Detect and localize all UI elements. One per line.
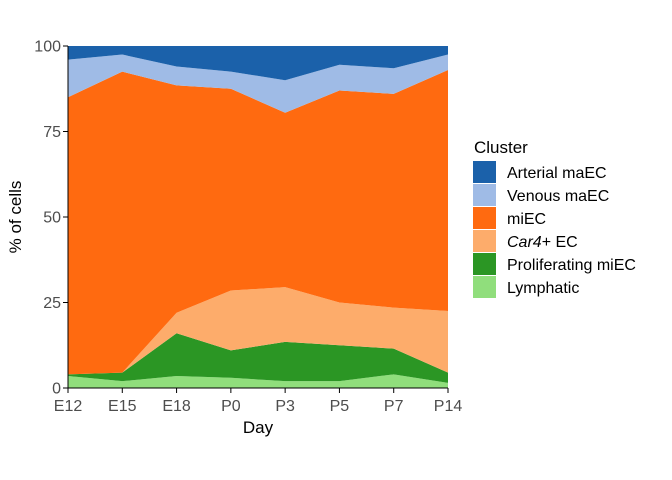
axes: 0 25 50 75 100 E12 E15 E18 P0 P3 P5 P7 P14 Day % of… — [6, 39, 462, 438]
y-tick-label: 0 — [52, 381, 61, 398]
legend-label: miEC — [507, 211, 546, 228]
legend-key — [473, 276, 496, 298]
x-tick-label: P7 — [384, 398, 404, 415]
area-car4-ec — [68, 287, 448, 375]
legend-key — [473, 184, 496, 206]
y-tick-label: 25 — [43, 295, 61, 312]
x-tick-label: E15 — [108, 398, 137, 415]
y-axis-title: % of cells — [6, 181, 25, 254]
y-tick-label: 50 — [43, 210, 61, 227]
x-tick-label: E18 — [162, 398, 191, 415]
legend-label: Venous maEC — [507, 188, 609, 205]
x-tick-label: P5 — [330, 398, 350, 415]
x-tick-label: P3 — [275, 398, 295, 415]
y-axis-ticks: 0 25 50 75 100 — [34, 39, 68, 398]
area-layers — [68, 46, 448, 388]
x-tick-label: E12 — [54, 398, 83, 415]
x-axis-title: Day — [243, 418, 274, 437]
legend-label: Car4+ EC — [507, 234, 578, 251]
legend-title: Cluster — [474, 138, 528, 157]
y-tick-label: 75 — [43, 124, 61, 141]
legend-key — [473, 253, 496, 275]
legend-key — [473, 230, 496, 252]
area-lymphatic — [68, 374, 448, 388]
legend-label: Lymphatic — [507, 280, 579, 297]
legend-label: Proliferating miEC — [507, 257, 636, 274]
legend-key — [473, 161, 496, 183]
legend-key — [473, 207, 496, 229]
x-axis-ticks: E12 E15 E18 P0 P3 P5 P7 P14 — [54, 388, 463, 415]
legend: Cluster Arterial maEC Venous maEC miEC Car4… — [473, 138, 636, 298]
area-miec — [68, 69, 448, 375]
area-arterial-maec — [68, 46, 448, 81]
x-tick-label: P0 — [221, 398, 241, 415]
x-tick-label: P14 — [434, 398, 463, 415]
area-venous-maec — [68, 54, 448, 113]
legend-label: Arterial maEC — [507, 165, 607, 182]
area-proliferating-miec — [68, 333, 448, 383]
y-tick-label: 100 — [34, 39, 61, 56]
